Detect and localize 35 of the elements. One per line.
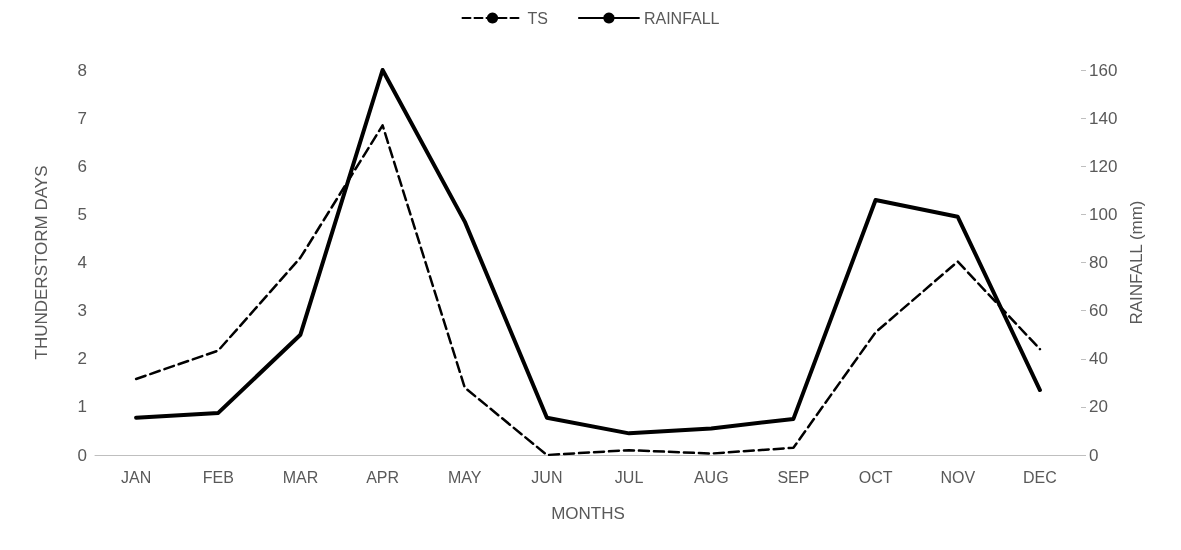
y-tick-label: 3 [77, 301, 87, 321]
x-tick-label: OCT [858, 468, 893, 486]
x-tick-label: NOV [940, 468, 976, 486]
y-tick-label: 0 [77, 445, 87, 465]
y-tick-label: 8 [77, 60, 87, 80]
x-tick-label: DEC [1023, 468, 1057, 486]
legend-label: TS [527, 9, 548, 27]
legend-label: RAINFALL [643, 9, 720, 27]
y-tick-label: 6 [77, 156, 87, 176]
x-tick-label: MAR [282, 468, 319, 486]
y2-tick-label: 80 [1089, 253, 1108, 272]
y2-tick-label: 100 [1089, 204, 1118, 224]
y2-tick-label: 140 [1089, 108, 1118, 128]
x-tick-label: APR [366, 468, 400, 486]
y-tick-label: 5 [77, 204, 87, 224]
y2-tick-label: 40 [1089, 349, 1108, 369]
x-tick-label: FEB [202, 468, 234, 486]
y2-tick-label: 0 [1089, 445, 1099, 465]
x-tick-label: JAN [120, 468, 152, 486]
y2-tick-label: 160 [1089, 60, 1118, 80]
y-axis-title: THUNDERSTORM DAYS [32, 165, 51, 360]
x-tick-label: JUN [531, 468, 563, 486]
y-tick-label: 2 [77, 349, 87, 369]
y-tick-label: 4 [77, 253, 87, 272]
x-axis-title: MONTHS [551, 504, 625, 523]
y-tick-label: 1 [77, 397, 87, 417]
y2-tick-label: 60 [1089, 301, 1108, 321]
x-tick-label: SEP [777, 468, 810, 486]
y2-axis-title: RAINFALL (mm) [1127, 200, 1147, 325]
y2-tick-label: 20 [1089, 397, 1108, 417]
x-tick-label: AUG [693, 468, 729, 486]
y-tick-label: 7 [77, 108, 87, 128]
x-tick-label: JUL [614, 468, 644, 486]
y2-tick-label: 120 [1089, 156, 1118, 176]
x-tick-label: MAY [448, 468, 482, 486]
